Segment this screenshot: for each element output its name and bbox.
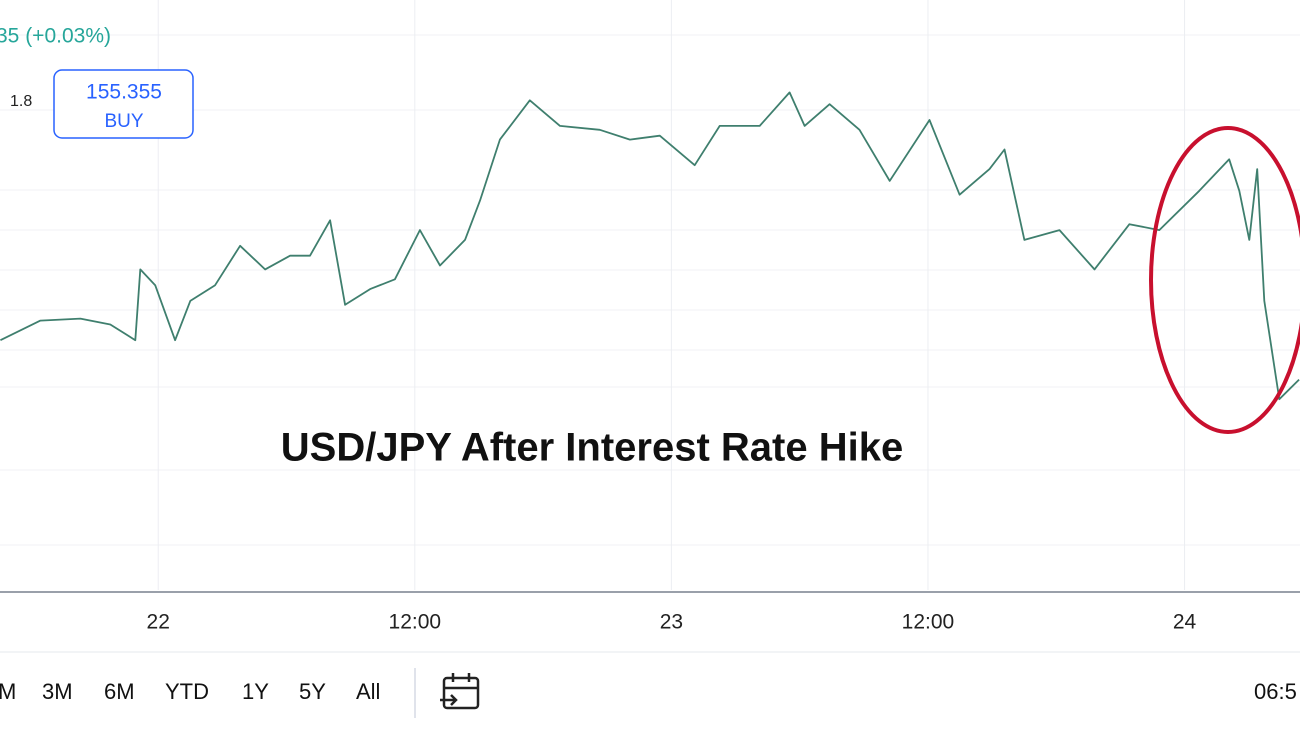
price-line <box>0 91 1300 401</box>
range-button[interactable]: 3M <box>42 679 73 704</box>
x-tick-label: 24 <box>1173 611 1197 634</box>
buy-button[interactable] <box>53 69 194 139</box>
range-button[interactable]: YTD <box>165 679 209 704</box>
range-button[interactable]: 1Y <box>242 679 269 704</box>
x-tick-label: 12:00 <box>902 611 955 634</box>
range-button[interactable]: 5Y <box>299 679 326 704</box>
buy-price: 155.355 <box>86 81 162 104</box>
current-time: 06:5 <box>1254 679 1297 704</box>
x-tick-label: 23 <box>660 611 683 634</box>
annotation: USD/JPY After Interest Rate Hike <box>281 426 903 470</box>
price-change: 35 (+0.03%) <box>0 25 111 48</box>
calendar-icon[interactable] <box>440 673 480 710</box>
range-button[interactable]: All <box>356 679 380 704</box>
toolbar: M 3M 6M YTD 1Y 5Y All <box>0 679 380 704</box>
spread-value: 1.8 <box>10 93 32 110</box>
x-tick-label: 22 <box>147 611 170 634</box>
highlight-circle <box>1149 126 1300 434</box>
plot <box>0 91 1300 401</box>
x-tick-label: 12:00 <box>389 611 442 634</box>
buy-label: BUY <box>104 111 143 132</box>
range-button[interactable]: 6M <box>104 679 135 704</box>
range-button[interactable]: M <box>0 679 16 704</box>
